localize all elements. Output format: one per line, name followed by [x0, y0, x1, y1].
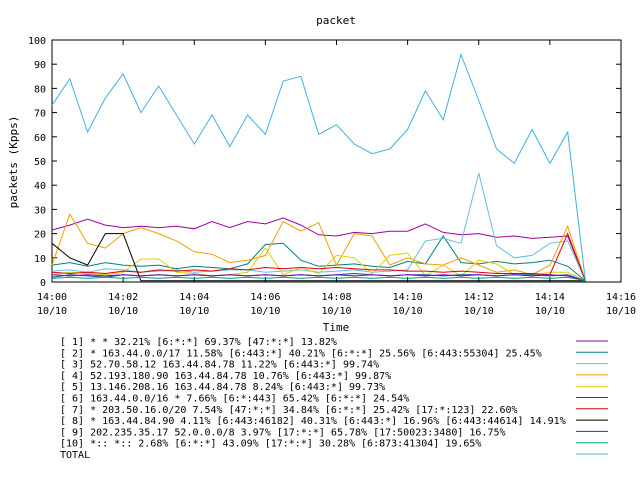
- y-tick-label: 70: [34, 109, 46, 120]
- legend-label: [ 5] 13.146.208.16 163.44.84.78 8.24% [6…: [60, 382, 385, 393]
- x-tick-time-label: 14:14: [535, 292, 565, 303]
- plot-area: 0 10 20 30 40 50 60 70 80 90 100 14:00 10/10 14:02 10/…: [28, 36, 636, 317]
- x-tick-time-label: 14:04: [179, 292, 209, 303]
- legend-label: [ 1] * * 32.21% [6:*:*] 69.37% [47:*:*] …: [60, 337, 337, 348]
- y-tick-label: 90: [34, 60, 46, 71]
- plot-frame: [51, 39, 622, 283]
- x-tick-time-label: 14:16: [606, 292, 636, 303]
- legend-label: [ 6] 163.44.0.0/16 * 7.66% [6:*:443] 65.…: [60, 394, 409, 405]
- legend-label: [ 7] * 203.50.16.0/20 7.54% [47:*:*] 34.…: [60, 405, 518, 416]
- legend-label: [ 4] 52.193.180.90 163.44.84.78 10.76% […: [60, 371, 391, 382]
- x-tick-date-label: 10/10: [179, 306, 209, 317]
- legend-label: [ 2] * 163.44.0.0/17 11.58% [6:443:*] 40…: [60, 348, 542, 359]
- y-tick-label: 50: [34, 157, 46, 168]
- y-tick-label: 40: [34, 181, 46, 192]
- legend-label: [ 9] 202.235.35.17 52.0.0.0/8 3.97% [17:…: [60, 427, 506, 438]
- series-line-8: [51, 233, 586, 282]
- y-tick-label: 30: [34, 205, 46, 216]
- series-line-7: [51, 232, 586, 281]
- y-axis-label: packets (Kpps): [7, 116, 20, 209]
- x-tick-time-label: 14:02: [108, 292, 138, 303]
- legend-label: [ 8] * 163.44.84.90 4.11% [6:443:46182] …: [60, 416, 566, 427]
- x-tick-date-label: 10/10: [393, 306, 423, 317]
- series-line-9: [51, 274, 586, 282]
- x-tick-time-label: 14:06: [250, 292, 280, 303]
- x-tick-date-label: 10/10: [321, 306, 351, 317]
- x-tick-time-label: 14:00: [37, 292, 67, 303]
- legend-label: TOTAL: [60, 450, 90, 461]
- series-line-10: [51, 276, 586, 282]
- x-tick-time-label: 14:10: [393, 292, 423, 303]
- x-tick-date-label: 10/10: [250, 306, 280, 317]
- series-line-4: [51, 213, 586, 281]
- x-tick-date-label: 10/10: [606, 306, 636, 317]
- legend-label: [ 3] 52.70.58.12 163.44.84.78 11.22% [6:…: [60, 360, 379, 371]
- x-tick-date-label: 10/10: [108, 306, 138, 317]
- y-tick-label: 80: [34, 84, 46, 95]
- chart-title: packet: [316, 14, 356, 27]
- y-tick-label: 20: [34, 230, 46, 241]
- series-line-1: [51, 217, 586, 281]
- x-tick-date-label: 10/10: [535, 306, 565, 317]
- x-tick-date-label: 10/10: [37, 306, 67, 317]
- legend: [ 1] * * 32.21% [6:*:*] 69.37% [47:*:*] …: [60, 337, 608, 461]
- series-line-5: [51, 247, 586, 282]
- y-tick-label: 10: [34, 254, 46, 265]
- legend-label: [10] *:: *:: 2.68% [6:*:*] 43.09% [17:*:…: [60, 439, 481, 450]
- x-tick-date-label: 10/10: [464, 306, 494, 317]
- y-tick-label: 0: [40, 278, 46, 289]
- series-line-2: [51, 235, 586, 282]
- x-tick-time-label: 14:08: [321, 292, 351, 303]
- y-tick-label: 60: [34, 133, 46, 144]
- series-line-11: [51, 52, 586, 281]
- y-tick-label: 100: [28, 36, 46, 47]
- x-tick-time-label: 14:12: [464, 292, 494, 303]
- x-axis-label: Time: [323, 321, 350, 334]
